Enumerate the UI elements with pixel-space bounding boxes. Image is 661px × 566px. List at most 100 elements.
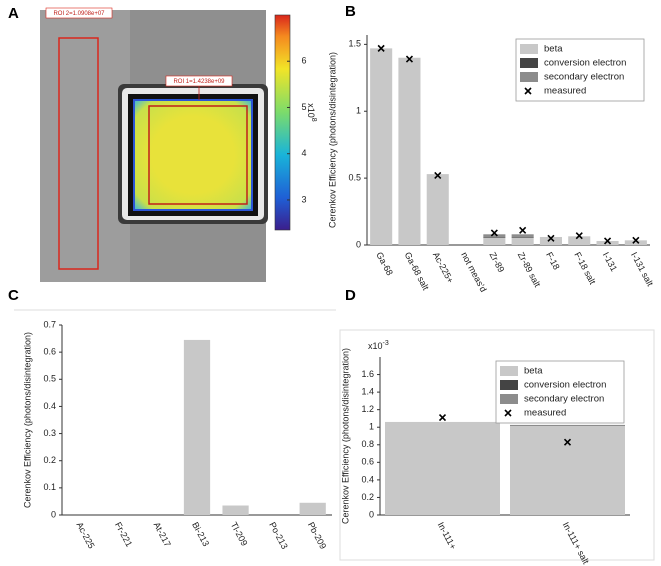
- y-tick-label: 0.3: [43, 428, 56, 438]
- y-tick-label: 0.2: [361, 492, 374, 502]
- bar: [511, 237, 534, 245]
- legend-swatch: [520, 58, 538, 68]
- legend-label: conversion electron: [524, 380, 606, 391]
- roi-1: [148, 105, 248, 205]
- bar: [183, 339, 211, 515]
- marker: [563, 438, 572, 446]
- x-tick-label: Pb-209: [306, 520, 328, 550]
- y-tick-label: 1.2: [361, 404, 374, 414]
- marker: [632, 236, 640, 244]
- legend-swatch: [500, 394, 518, 404]
- x-tick-label: In-111+ salt: [561, 520, 592, 566]
- bar: [624, 240, 647, 245]
- panel-letter: D: [345, 287, 356, 304]
- bar: [511, 236, 534, 238]
- y-tick-label: 1.4: [361, 386, 374, 396]
- shade: [40, 10, 130, 282]
- legend-label: secondary electron: [524, 394, 604, 405]
- legend-label: beta: [524, 366, 543, 377]
- colorbar-tick-label: 4: [301, 148, 306, 158]
- colorbar-tick-label: 5: [301, 102, 306, 112]
- legend-swatch: [500, 380, 518, 390]
- marker: [575, 232, 583, 240]
- scale-base: x10: [306, 103, 316, 118]
- x-tick-label: Ga-68: [374, 250, 395, 277]
- scale-label: x108: [306, 103, 318, 122]
- bar: [596, 240, 619, 245]
- scale-exponent: 8: [310, 118, 317, 122]
- y-axis-label: Cerenkov Efficiency (photons/disintegrat…: [327, 52, 337, 228]
- colorbar-tick-label: 6: [301, 56, 306, 66]
- marker: [547, 234, 555, 242]
- legend-swatch: [500, 366, 518, 376]
- bar: [510, 425, 625, 515]
- y-tick-label: 0.4: [361, 474, 374, 484]
- x-tick-label: I-131: [601, 250, 619, 273]
- x-tick-label: not meas'd: [459, 250, 488, 293]
- bar: [483, 237, 506, 245]
- y-tick-label: 0.8: [361, 439, 374, 449]
- panel-letter: A: [8, 5, 19, 22]
- signal: [133, 99, 253, 211]
- x-tick-label: Ac-225+: [431, 250, 456, 285]
- x-tick-label: Zr-89 salt: [516, 250, 543, 289]
- bar: [483, 236, 506, 238]
- bar: [568, 236, 591, 245]
- bar: [510, 424, 625, 426]
- y-tick-label: 0.2: [43, 455, 56, 465]
- y-axis-label: Cerenkov Efficiency (photons/disintegrat…: [22, 332, 32, 508]
- bar: [511, 234, 534, 237]
- y-tick-label: 0.5: [43, 374, 56, 384]
- legend-label: conversion electron: [544, 58, 626, 69]
- legend-label: secondary electron: [544, 72, 624, 83]
- y-tick-label: 0.4: [43, 401, 56, 411]
- colorbar: [274, 14, 291, 231]
- y-axis-label: Cerenkov Efficiency (photons/disintegrat…: [340, 348, 350, 524]
- x-tick-label: Fr-221: [113, 520, 134, 548]
- bar: [426, 174, 449, 245]
- y-tick-label: 0.1: [43, 482, 56, 492]
- scale-label: x10-3: [368, 340, 389, 352]
- roi-label-box: [45, 7, 113, 19]
- y-tick-label: 1: [356, 106, 361, 116]
- y-tick-label: 0.7: [43, 319, 56, 329]
- y-tick-label: 0: [356, 239, 361, 249]
- bar: [385, 421, 500, 515]
- scale-base: x10: [368, 341, 383, 351]
- bar: [299, 502, 326, 515]
- x-tick-label: F-18: [544, 250, 562, 271]
- legend-label: measured: [524, 408, 566, 419]
- y-tick-label: 0.6: [361, 457, 374, 467]
- x-tick-label: F-18 salt: [572, 250, 598, 286]
- marker: [519, 226, 527, 234]
- x-tick-label: Po-213: [267, 520, 289, 550]
- x-tick-label: I-131 salt: [629, 250, 655, 288]
- marker: [377, 44, 385, 52]
- x-tick-label: Ac-225: [74, 520, 96, 550]
- colorbar-tick-label: 3: [301, 194, 306, 204]
- panel-letter: C: [8, 287, 19, 304]
- panel-frame: [339, 329, 655, 561]
- x-tick-label: In-111+: [436, 520, 459, 551]
- roi-label: ROI 1=1.4238e+09: [173, 79, 225, 85]
- y-tick-label: 1: [369, 422, 374, 432]
- marker: [434, 171, 442, 180]
- bar: [539, 236, 562, 245]
- legend-label: beta: [544, 44, 563, 55]
- bar: [222, 505, 249, 515]
- x-tick-label: At-217: [152, 520, 173, 548]
- x-tick-label: Bi-213: [190, 520, 211, 548]
- image-panel: ROI 2=1.0908e+07 ROI 1=1.4238e+09: [40, 7, 291, 282]
- y-tick-label: 1.6: [361, 369, 374, 379]
- x-tick-label: Tl-209: [229, 520, 250, 547]
- marker: [603, 237, 612, 245]
- bar: [398, 57, 421, 245]
- scale-exponent: -3: [383, 340, 389, 347]
- legend-marker: [524, 87, 532, 95]
- roi-label: ROI 2=1.0908e+07: [53, 11, 105, 17]
- marker: [438, 414, 447, 422]
- y-tick-label: 0.6: [43, 347, 56, 357]
- panel-letter: B: [345, 3, 356, 20]
- x-tick-label: Zr-89: [487, 250, 506, 274]
